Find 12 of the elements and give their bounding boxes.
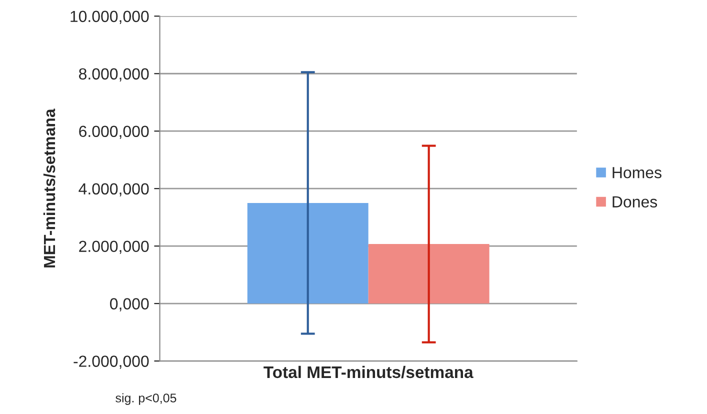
y-tick-label: -2.000,000 xyxy=(74,356,149,369)
y-tick-label: 8.000,000 xyxy=(79,68,149,82)
y-axis-title: MET-minuts/setmana xyxy=(43,108,56,268)
x-tick-label: Total MET-minuts/setmana xyxy=(264,366,474,378)
y-tick-label: 10.000,000 xyxy=(70,10,149,24)
y-tick-label: 0,000 xyxy=(110,298,149,312)
y-tick-label: 6.000,000 xyxy=(79,126,149,139)
legend-label: Dones xyxy=(612,196,658,208)
text: sig. p<0,05 xyxy=(116,393,176,405)
legend-label: Homes xyxy=(612,167,662,178)
y-tick-label: 2.000,000 xyxy=(79,240,149,254)
y-tick-label: 4.000,000 xyxy=(78,183,149,196)
